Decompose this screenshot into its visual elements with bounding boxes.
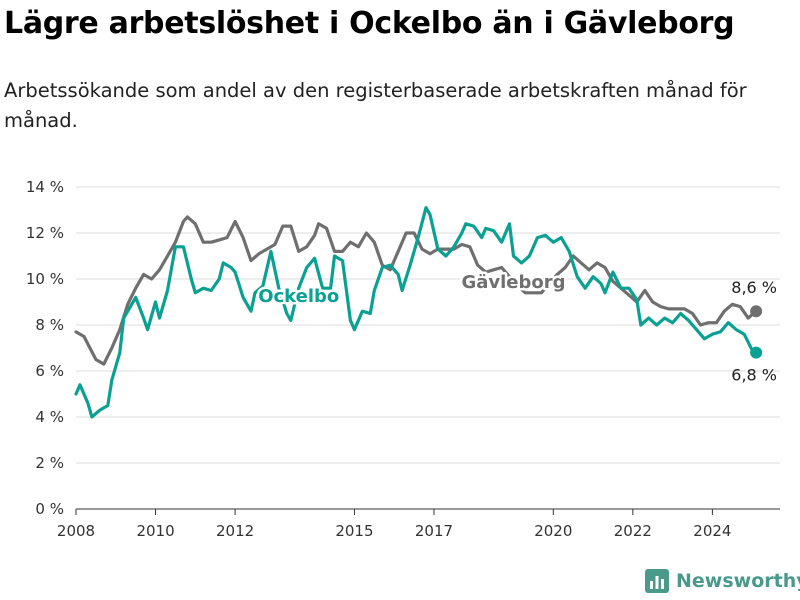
series-name-label: Gävleborg [461, 272, 565, 293]
x-tick-label: 2008 [57, 522, 95, 540]
brand-logo: Newsworthy [644, 568, 800, 594]
x-tick-label: 2010 [136, 522, 174, 540]
end-value-label: 6,8 % [731, 366, 777, 385]
series-end-point [750, 346, 763, 359]
x-tick-label: 2012 [216, 522, 254, 540]
brand-name: Newsworthy [676, 570, 800, 592]
x-tick-label: 2020 [534, 522, 572, 540]
end-value-label: 8,6 % [731, 278, 777, 297]
y-tick-label: 0 % [35, 500, 64, 518]
bar-chart-icon [645, 569, 669, 593]
x-tick-label: 2022 [614, 522, 652, 540]
y-tick-label: 8 % [35, 316, 64, 334]
chart-subtitle: Arbetssökande som andel av den registerb… [4, 79, 747, 132]
y-tick-label: 12 % [26, 224, 64, 242]
series-line-gävleborg [74, 215, 758, 366]
x-tick-label: 2024 [693, 522, 731, 540]
x-tick-label: 2017 [415, 522, 453, 540]
y-tick-label: 2 % [35, 454, 64, 472]
series-name-label: Ockelbo [258, 286, 339, 307]
series-end-point [750, 305, 763, 318]
y-tick-label: 14 % [26, 178, 64, 196]
y-tick-label: 10 % [26, 270, 64, 288]
series-line-ockelbo [74, 206, 758, 419]
y-tick-label: 6 % [35, 362, 64, 380]
chart-title: Lägre arbetslöshet i Ockelbo än i Gävleb… [4, 6, 735, 41]
y-tick-label: 4 % [35, 408, 64, 426]
x-tick-label: 2015 [335, 522, 373, 540]
